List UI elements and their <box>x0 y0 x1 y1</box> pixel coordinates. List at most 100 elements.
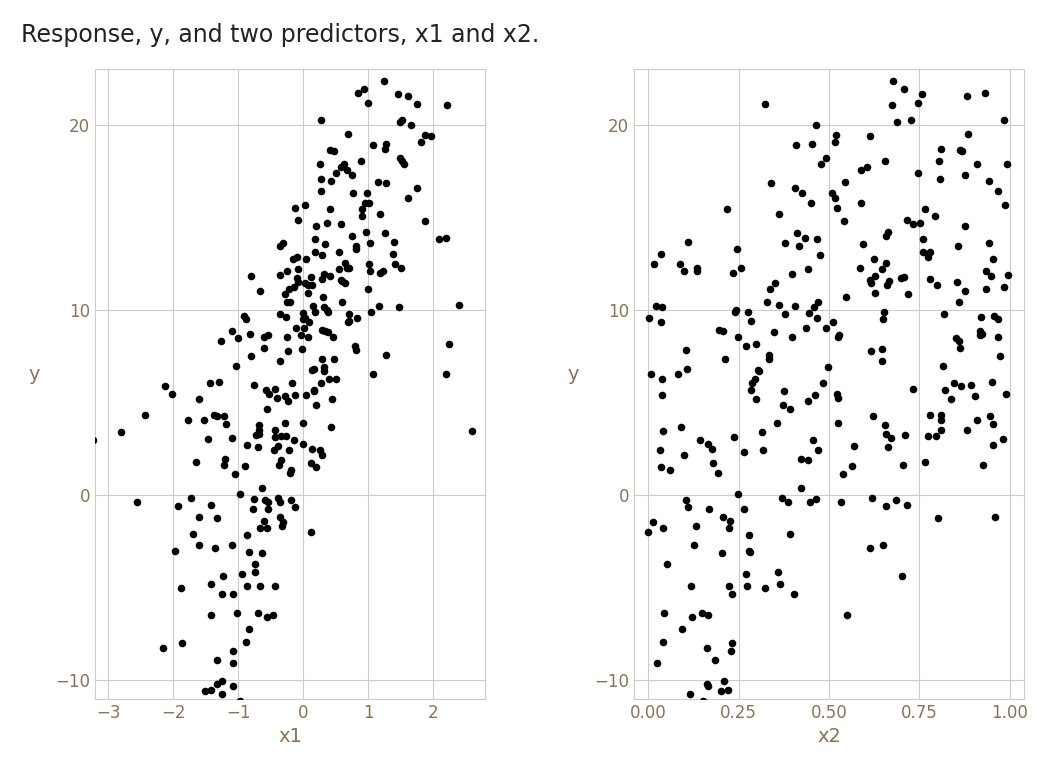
Point <box>740 306 757 318</box>
Point <box>851 262 868 274</box>
Point <box>950 240 967 252</box>
Point <box>274 430 290 442</box>
Point <box>302 457 319 469</box>
Point <box>322 144 339 156</box>
Point <box>874 313 891 325</box>
Point <box>874 263 891 275</box>
Point <box>677 344 694 356</box>
Point <box>653 316 670 329</box>
Point <box>984 439 1001 451</box>
Point <box>237 460 253 472</box>
Point <box>895 271 912 283</box>
Point <box>312 443 328 455</box>
Point <box>692 435 709 447</box>
Point <box>238 635 254 647</box>
Point <box>277 416 294 429</box>
Point <box>922 409 939 422</box>
Point <box>715 511 732 523</box>
Point <box>333 218 350 230</box>
Point <box>392 262 409 274</box>
Point <box>338 262 355 274</box>
Point <box>793 453 810 465</box>
Point <box>653 248 670 260</box>
Point <box>299 286 316 299</box>
Point <box>837 291 854 303</box>
Point <box>277 287 294 300</box>
Point <box>250 424 267 436</box>
Point <box>830 416 847 429</box>
Point <box>720 522 737 535</box>
Point <box>808 493 825 505</box>
Point <box>259 496 276 508</box>
Point <box>884 99 901 111</box>
Point <box>920 430 937 442</box>
Point <box>234 568 251 581</box>
Point <box>269 492 286 505</box>
Point <box>210 376 227 388</box>
Point <box>754 426 771 439</box>
Point <box>286 202 303 214</box>
Point <box>755 443 772 455</box>
Point <box>647 300 664 313</box>
Point <box>876 419 893 431</box>
Point <box>206 542 223 554</box>
Point <box>853 164 870 176</box>
Point <box>770 207 787 220</box>
Point <box>730 330 747 343</box>
Point <box>231 488 248 500</box>
Point <box>271 511 288 523</box>
Point <box>241 328 258 340</box>
Point <box>641 312 658 324</box>
Point <box>706 654 723 666</box>
Point <box>336 257 353 270</box>
Point <box>809 296 826 309</box>
Point <box>230 332 247 344</box>
Point <box>208 678 225 690</box>
Point <box>852 197 869 209</box>
Point <box>266 443 283 455</box>
Point <box>881 274 898 286</box>
Point <box>296 276 313 289</box>
Point <box>284 253 301 266</box>
Point <box>652 443 668 455</box>
Point <box>985 253 1002 266</box>
Point <box>748 392 765 405</box>
Point <box>728 303 744 316</box>
Point <box>878 257 894 270</box>
Point <box>828 128 845 141</box>
Point <box>957 169 974 181</box>
Point <box>331 263 347 276</box>
Point <box>364 139 381 151</box>
Point <box>676 265 693 277</box>
Point <box>306 246 323 258</box>
Point <box>417 128 434 141</box>
Point <box>684 611 701 623</box>
Point <box>224 657 241 669</box>
Point <box>950 296 967 308</box>
Point <box>239 752 256 764</box>
Point <box>196 685 213 697</box>
Point <box>655 522 672 535</box>
Point <box>253 482 270 495</box>
Point <box>720 580 737 592</box>
Point <box>794 187 811 199</box>
Text: Response, y, and two predictors, x1 and x2.: Response, y, and two predictors, x1 and … <box>21 23 540 47</box>
Point <box>394 155 411 167</box>
Point <box>845 440 862 452</box>
Point <box>253 547 270 559</box>
Point <box>372 266 389 279</box>
Point <box>689 262 705 274</box>
Point <box>770 566 787 578</box>
Point <box>348 312 365 324</box>
Point <box>314 449 331 462</box>
Point <box>218 418 234 430</box>
Point <box>245 503 262 515</box>
Point <box>293 329 309 341</box>
Point <box>774 399 791 412</box>
Point <box>265 609 282 621</box>
Point <box>313 185 329 197</box>
Point <box>960 127 977 140</box>
Point <box>257 494 274 506</box>
Point <box>917 203 934 215</box>
Point <box>376 74 393 87</box>
